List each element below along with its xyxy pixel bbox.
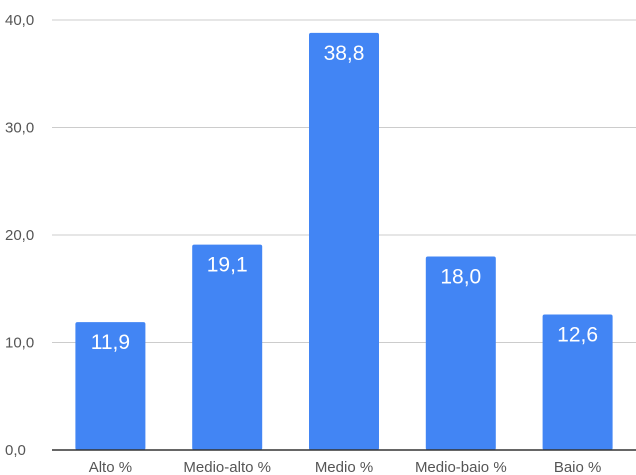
bar bbox=[75, 322, 146, 450]
bar bbox=[542, 314, 613, 450]
bar bbox=[309, 32, 379, 451]
bar bbox=[192, 244, 263, 450]
y-tick-label: 0,0 bbox=[5, 442, 26, 459]
x-category-label: Alto % bbox=[89, 459, 132, 475]
x-category-label: Medio-baio % bbox=[415, 459, 507, 475]
bars bbox=[75, 32, 613, 451]
y-tick-label: 40,0 bbox=[5, 12, 34, 29]
x-category-label: Medio-alto % bbox=[183, 459, 271, 475]
bar-value-label: 18,0 bbox=[440, 266, 481, 289]
y-tick-label: 10,0 bbox=[5, 335, 34, 352]
bar-value-label: 19,1 bbox=[207, 254, 248, 277]
x-axis-category-labels: Alto % Medio-alto % Medio % Medio-baio % Bai… bbox=[89, 459, 602, 475]
value-labels: 11,9 19,1 38,8 18,0 12,6 bbox=[91, 42, 598, 354]
bar-value-label: 38,8 bbox=[324, 42, 365, 65]
bar-value-label: 11,9 bbox=[91, 331, 130, 354]
x-category-label: Medio % bbox=[315, 459, 373, 475]
x-category-label: Baio % bbox=[554, 459, 602, 475]
bar bbox=[425, 256, 496, 450]
y-axis-tick-labels: 0,0 10,0 20,0 30,0 40,0 bbox=[5, 12, 34, 459]
y-tick-label: 20,0 bbox=[5, 227, 34, 244]
bar-value-label: 12,6 bbox=[557, 324, 598, 347]
y-tick-label: 30,0 bbox=[5, 120, 34, 137]
